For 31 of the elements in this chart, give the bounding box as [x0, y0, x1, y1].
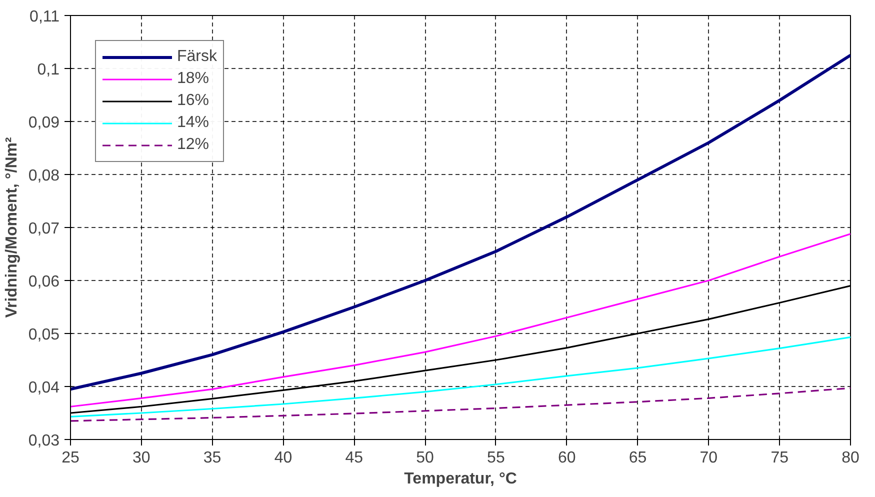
x-tick-label: 80: [842, 450, 860, 466]
y-tick-label: 0,08: [28, 168, 60, 184]
legend-label: 12%: [177, 136, 210, 154]
y-tick-label: 0,07: [28, 220, 60, 238]
legend-label: Färsk: [177, 48, 217, 66]
y-tick-label: 0,04: [28, 380, 60, 396]
legend-label: 14%: [177, 114, 210, 132]
x-tick-label: 50: [416, 450, 434, 466]
x-tick-label: 25: [62, 450, 80, 466]
x-tick-label: 55: [487, 450, 505, 466]
y-tick-label: 0,03: [28, 432, 60, 450]
x-axis-title: Temperatur, °C: [404, 470, 518, 488]
y-tick-label: 0,11: [30, 8, 60, 26]
x-tick-label: 40: [274, 450, 292, 466]
y-tick-label: 0,09: [28, 114, 60, 132]
y-axis-title: Vridning/Moment, °/Nm²: [3, 137, 20, 318]
x-tick-label: 30: [132, 450, 150, 466]
x-tick-label: 75: [770, 450, 789, 466]
legend-label: 18%: [177, 70, 210, 88]
x-tick-label: 65: [628, 450, 647, 466]
y-tick-label: 0,05: [28, 326, 60, 344]
line-series: [70, 387, 850, 422]
x-tick-label: 60: [558, 450, 576, 466]
y-tick-label: 0,06: [28, 274, 60, 290]
y-tick-label: 0,1: [37, 62, 60, 78]
x-tick-label: 35: [203, 450, 222, 466]
x-tick-label: 45: [345, 450, 364, 466]
line-series: [70, 336, 850, 418]
line-series: [70, 233, 850, 408]
legend-label: 16%: [177, 92, 210, 110]
x-tick-label: 70: [700, 450, 718, 466]
